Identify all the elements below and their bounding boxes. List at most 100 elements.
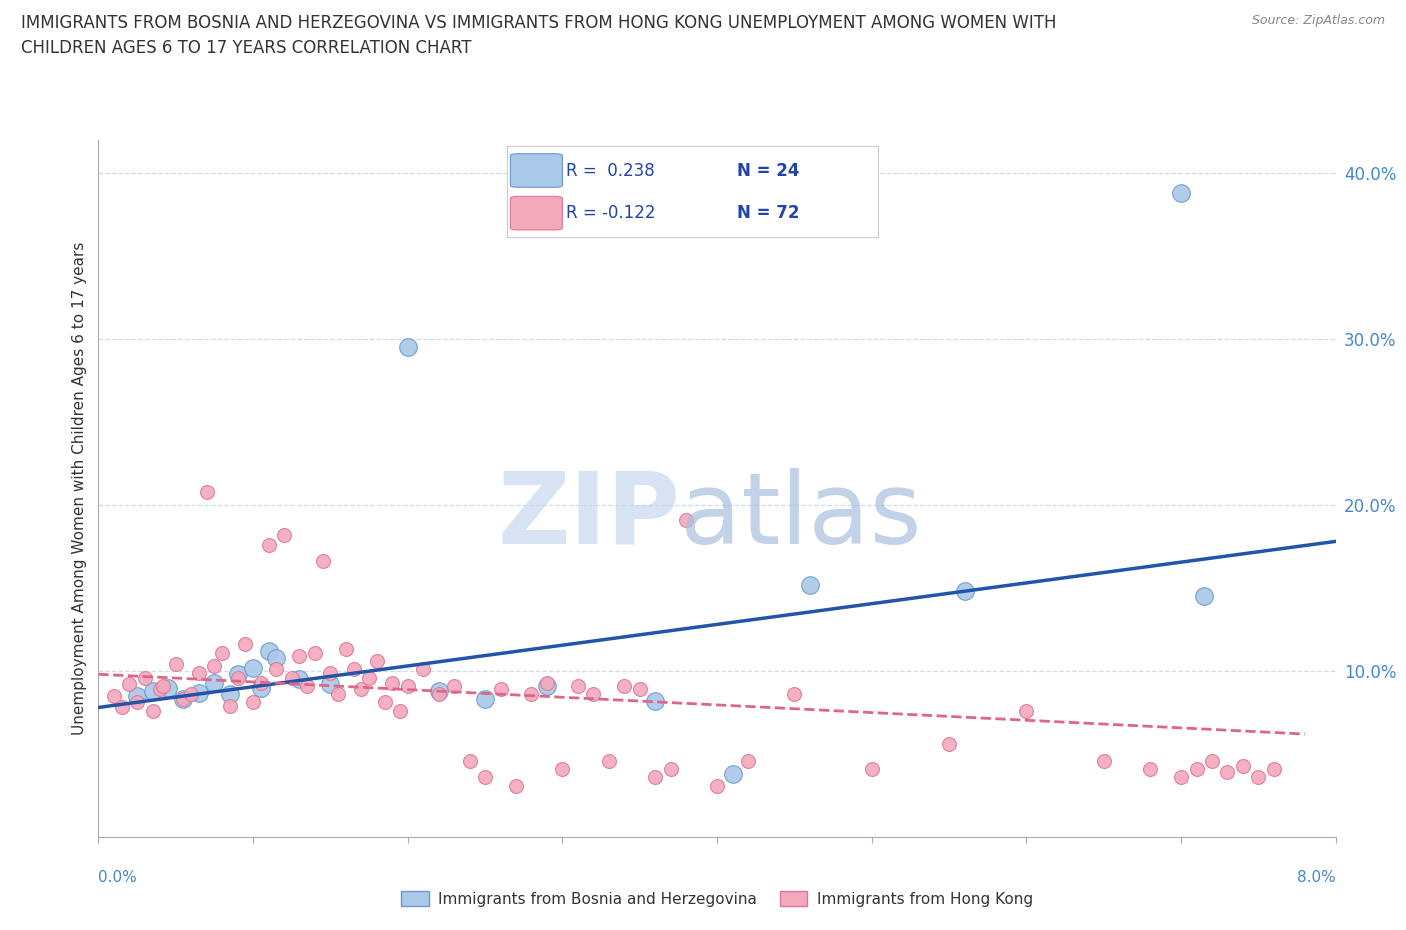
Point: [505, 778, 527, 793]
Point: [127, 695, 149, 710]
Point: [235, 637, 257, 652]
Text: CHILDREN AGES 6 TO 17 YEARS CORRELATION CHART: CHILDREN AGES 6 TO 17 YEARS CORRELATION …: [21, 39, 471, 57]
Point: [536, 675, 558, 690]
Point: [721, 766, 744, 781]
Point: [118, 677, 141, 692]
Point: [659, 762, 682, 777]
Point: [1247, 770, 1270, 785]
Point: [783, 686, 806, 701]
Text: IMMIGRANTS FROM BOSNIA AND HERZEGOVINA VS IMMIGRANTS FROM HONG KONG UNEMPLOYMENT: IMMIGRANTS FROM BOSNIA AND HERZEGOVINA V…: [21, 14, 1056, 32]
Point: [297, 679, 319, 694]
Point: [953, 584, 976, 599]
Point: [335, 642, 357, 657]
Point: [706, 778, 728, 793]
Point: [644, 770, 666, 785]
Point: [312, 554, 335, 569]
Point: [474, 770, 496, 785]
Text: 0.0%: 0.0%: [98, 870, 138, 884]
Point: [799, 578, 821, 592]
Point: [204, 658, 226, 673]
Point: [737, 753, 759, 768]
Point: [219, 698, 242, 713]
Point: [1139, 762, 1161, 777]
Point: [165, 657, 187, 671]
Point: [427, 686, 450, 701]
Point: [374, 695, 396, 710]
Point: [281, 671, 304, 685]
Point: [195, 485, 218, 499]
Point: [628, 682, 651, 697]
Point: [257, 644, 280, 658]
Point: [264, 650, 288, 665]
Point: [1201, 753, 1223, 768]
Point: [173, 692, 195, 707]
Point: [938, 737, 960, 751]
Point: [288, 671, 311, 686]
Point: [396, 679, 419, 694]
Point: [551, 762, 574, 777]
Point: [257, 538, 280, 552]
Point: [204, 675, 226, 690]
Point: [388, 703, 412, 718]
Point: [1170, 185, 1192, 200]
Point: [226, 667, 249, 682]
Point: [1216, 764, 1239, 779]
Point: [381, 675, 404, 690]
Text: ZIP: ZIP: [498, 468, 681, 565]
Point: [157, 680, 180, 695]
Point: [141, 684, 165, 698]
Legend: Immigrants from Bosnia and Herzegovina, Immigrants from Hong Kong: Immigrants from Bosnia and Herzegovina, …: [395, 885, 1039, 913]
Point: [582, 686, 605, 701]
Point: [357, 671, 380, 685]
Point: [152, 679, 174, 694]
Point: [134, 671, 156, 685]
Point: [1232, 758, 1254, 773]
Point: [343, 662, 366, 677]
Point: [489, 682, 512, 697]
Point: [250, 680, 273, 695]
Point: [443, 679, 465, 694]
Y-axis label: Unemployment Among Women with Children Ages 6 to 17 years: Unemployment Among Women with Children A…: [72, 242, 87, 735]
Point: [1263, 762, 1285, 777]
Point: [567, 679, 589, 694]
Point: [319, 665, 342, 680]
Point: [180, 686, 202, 701]
Point: [188, 685, 211, 700]
Point: [427, 684, 450, 698]
Point: [1170, 770, 1192, 785]
Point: [288, 648, 311, 663]
Point: [396, 339, 419, 354]
Point: [412, 662, 434, 677]
Point: [1092, 753, 1115, 768]
Text: atlas: atlas: [681, 468, 921, 565]
Point: [366, 654, 388, 669]
Point: [1192, 589, 1215, 604]
Text: Source: ZipAtlas.com: Source: ZipAtlas.com: [1251, 14, 1385, 27]
Point: [242, 660, 264, 675]
Point: [211, 645, 233, 660]
Point: [474, 692, 496, 707]
Point: [675, 512, 697, 527]
Point: [219, 686, 242, 701]
Point: [103, 688, 125, 703]
Point: [304, 645, 326, 660]
Point: [613, 679, 636, 694]
Point: [350, 682, 373, 697]
Point: [226, 671, 249, 685]
Point: [536, 679, 558, 694]
Point: [319, 677, 342, 692]
Point: [242, 695, 264, 710]
Point: [141, 703, 165, 718]
Point: [127, 688, 149, 703]
Point: [860, 762, 883, 777]
Point: [111, 700, 134, 715]
Point: [1185, 762, 1208, 777]
Point: [458, 753, 481, 768]
Point: [188, 665, 211, 680]
Point: [520, 686, 543, 701]
Point: [598, 753, 620, 768]
Point: [1015, 703, 1038, 718]
Text: 8.0%: 8.0%: [1296, 870, 1336, 884]
Point: [326, 686, 350, 701]
Point: [644, 694, 666, 709]
